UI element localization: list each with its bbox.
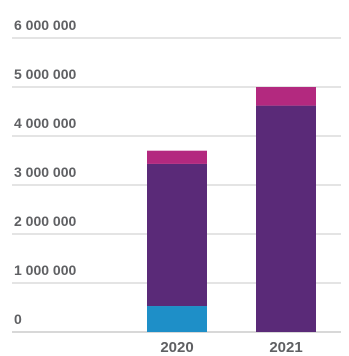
y-tick-label-5: 5 000 000 [14,66,76,82]
y-tick-label-2: 2 000 000 [14,213,76,229]
y-tick-label-6: 6 000 000 [14,17,76,33]
x-tick-label-0: 2020 [160,339,193,356]
bar-2020-segment-2 [147,150,207,164]
bar-2020-segment-0 [147,306,207,332]
x-axis-labels: 2020 2021 [160,339,302,356]
bar-2020-segment-1 [147,163,207,307]
bar-2021-segment-1 [256,105,316,333]
bars [147,87,316,333]
y-tick-label-3: 3 000 000 [14,164,76,180]
bar-2021-segment-2 [256,87,316,106]
y-tick-label-4: 4 000 000 [14,115,76,131]
y-tick-label-0: 0 [14,311,22,327]
y-axis-labels: 0 1 000 000 2 000 000 3 000 000 4 000 000 5 0… [14,17,76,327]
y-tick-label-1: 1 000 000 [14,262,76,278]
x-tick-label-1: 2021 [269,339,302,356]
